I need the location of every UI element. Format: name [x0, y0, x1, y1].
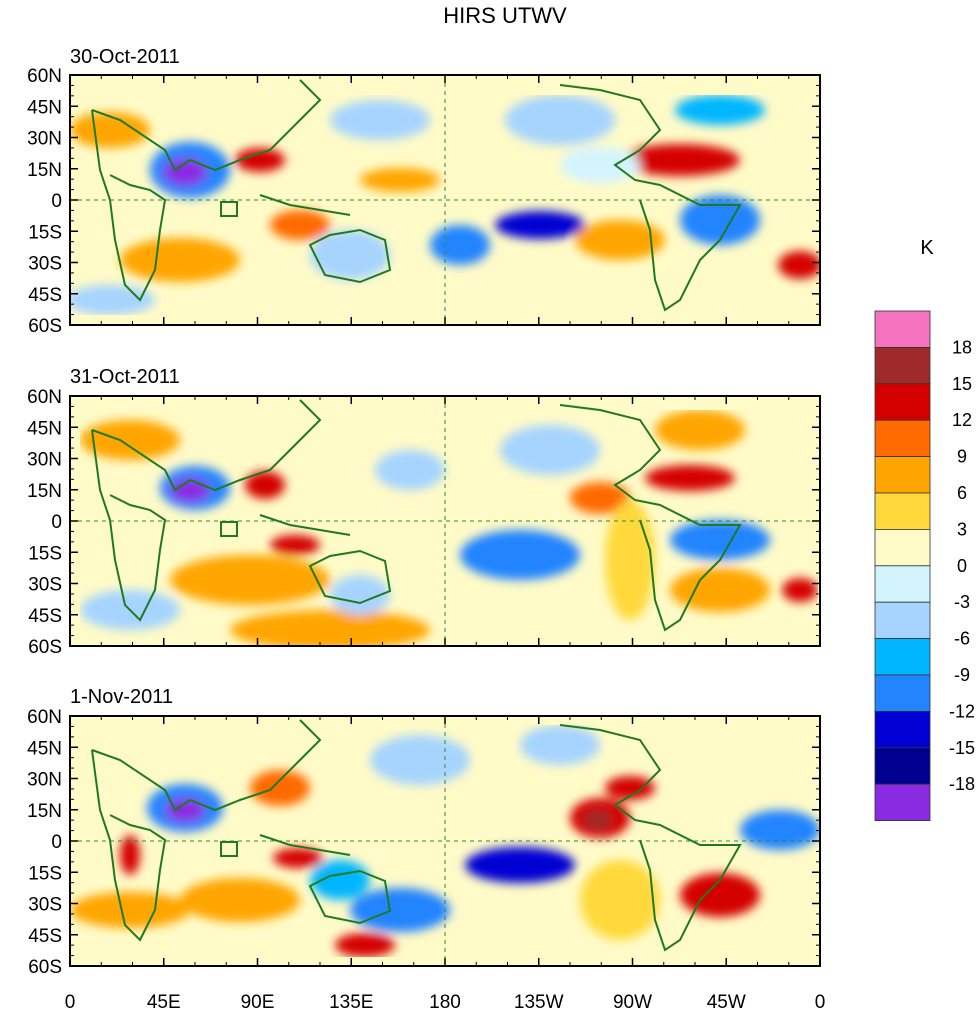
lat-tick-label: 45N: [27, 418, 62, 439]
colorbar-swatch: [874, 565, 931, 603]
lat-tick-label: 45N: [27, 738, 62, 759]
colorbar: 18 15 12 9 6 3 0 -3 -6 -9 -12 -15 -18: [874, 310, 975, 822]
lat-tick-label: 30N: [27, 129, 62, 150]
colorbar-label: -18: [949, 774, 975, 794]
figure-title: HIRS UTWV: [443, 3, 567, 28]
lat-tick-label: 60S: [28, 637, 62, 658]
lat-tick-label: 15N: [27, 160, 62, 181]
lat-tick-label: 30N: [27, 770, 62, 791]
colorbar-label: 12: [952, 410, 972, 430]
map-panel-2: 31-Oct-2011: [27, 366, 821, 658]
lat-tick-label: 15S: [28, 863, 62, 884]
lon-tick-label: 90W: [613, 992, 652, 1013]
colorbar-swatch: [874, 456, 931, 494]
lat-tick-label: 60N: [27, 387, 62, 408]
lon-tick-label: 180: [429, 992, 461, 1013]
anomaly-field: [70, 725, 820, 957]
colorbar-swatch: [874, 783, 931, 822]
panel-date-1: 30-Oct-2011: [70, 46, 180, 68]
colorbar-swatch: [874, 419, 931, 458]
lat-tick-label: 15S: [28, 222, 62, 243]
lon-tick-label: 0: [815, 992, 826, 1013]
lat-tick-label: 15S: [28, 543, 62, 564]
lon-tick-label: 90E: [241, 992, 275, 1013]
colorbar-swatch: [874, 310, 931, 348]
colorbar-swatch: [874, 674, 931, 712]
lat-tick-label: 45N: [27, 97, 62, 118]
colorbar-label: 0: [957, 556, 967, 576]
lat-tick-label: 45S: [28, 926, 62, 947]
lat-tick-label: 60S: [28, 316, 62, 337]
colorbar-swatch: [874, 711, 931, 749]
panel-date-3: 1-Nov-2011: [70, 686, 173, 708]
colorbar-label: 3: [957, 519, 967, 539]
coastlines: [91, 399, 742, 632]
ticks-2: [69, 395, 821, 647]
lon-tick-label: 135W: [514, 992, 564, 1013]
lat-tick-label: 30S: [28, 575, 62, 596]
lat-tick-label: 60S: [28, 957, 62, 978]
coastlines: [91, 719, 742, 952]
lat-tick-label: 0: [51, 191, 62, 212]
colorbar-swatch: [874, 747, 931, 785]
lat-tick-label: 15N: [27, 801, 62, 822]
ticks-3: [69, 715, 821, 967]
lat-tick-label: 45S: [28, 606, 62, 627]
colorbar-label: 6: [957, 483, 967, 503]
colorbar-unit: K: [920, 237, 934, 259]
colorbar-label: -12: [949, 701, 975, 721]
lat-tick-label: 45S: [28, 285, 62, 306]
lat-labels-3: 60N 45N 30N 15N 0 15S 30S 45S 60S: [27, 707, 62, 978]
lat-tick-label: 0: [51, 512, 62, 533]
colorbar-label: -15: [949, 738, 975, 758]
lat-tick-label: 15N: [27, 481, 62, 502]
lon-tick-label: 135E: [329, 992, 373, 1013]
lat-labels-1: 60N 45N 30N 15N 0 15S 30S 45S 60S: [27, 66, 62, 337]
lat-tick-label: 0: [51, 832, 62, 853]
colorbar-label: -3: [954, 592, 970, 612]
lat-labels-2: 60N 45N 30N 15N 0 15S 30S 45S 60S: [27, 387, 62, 658]
panel-date-2: 31-Oct-2011: [70, 366, 180, 388]
ticks-1: [69, 74, 821, 326]
colorbar-swatch: [874, 601, 931, 640]
lat-tick-label: 60N: [27, 707, 62, 728]
lat-tick-label: 30S: [28, 254, 62, 275]
longitude-labels: 0 45E 90E 135E 180 135W 90W 45W 0: [65, 992, 826, 1013]
colorbar-label: 18: [952, 337, 972, 357]
colorbar-swatch: [874, 383, 931, 421]
colorbar-label: -9: [954, 665, 970, 685]
map-panel-3: 1-Nov-2011: [27, 686, 821, 978]
coastlines: [91, 79, 742, 312]
colorbar-swatch: [874, 492, 931, 530]
colorbar-swatch: [874, 638, 931, 676]
colorbar-swatch: [874, 529, 931, 567]
map-panel-1: 30-Oct-2011: [27, 46, 821, 337]
colorbar-swatch: [874, 346, 931, 385]
lat-tick-label: 30N: [27, 450, 62, 471]
colorbar-label: 9: [957, 447, 967, 467]
lat-tick-label: 30S: [28, 895, 62, 916]
lon-tick-label: 45E: [147, 992, 181, 1013]
colorbar-label: -6: [954, 629, 970, 649]
lon-tick-label: 45W: [707, 992, 746, 1013]
lat-tick-label: 60N: [27, 66, 62, 87]
lon-tick-label: 0: [65, 992, 76, 1013]
colorbar-label: 15: [952, 374, 972, 394]
